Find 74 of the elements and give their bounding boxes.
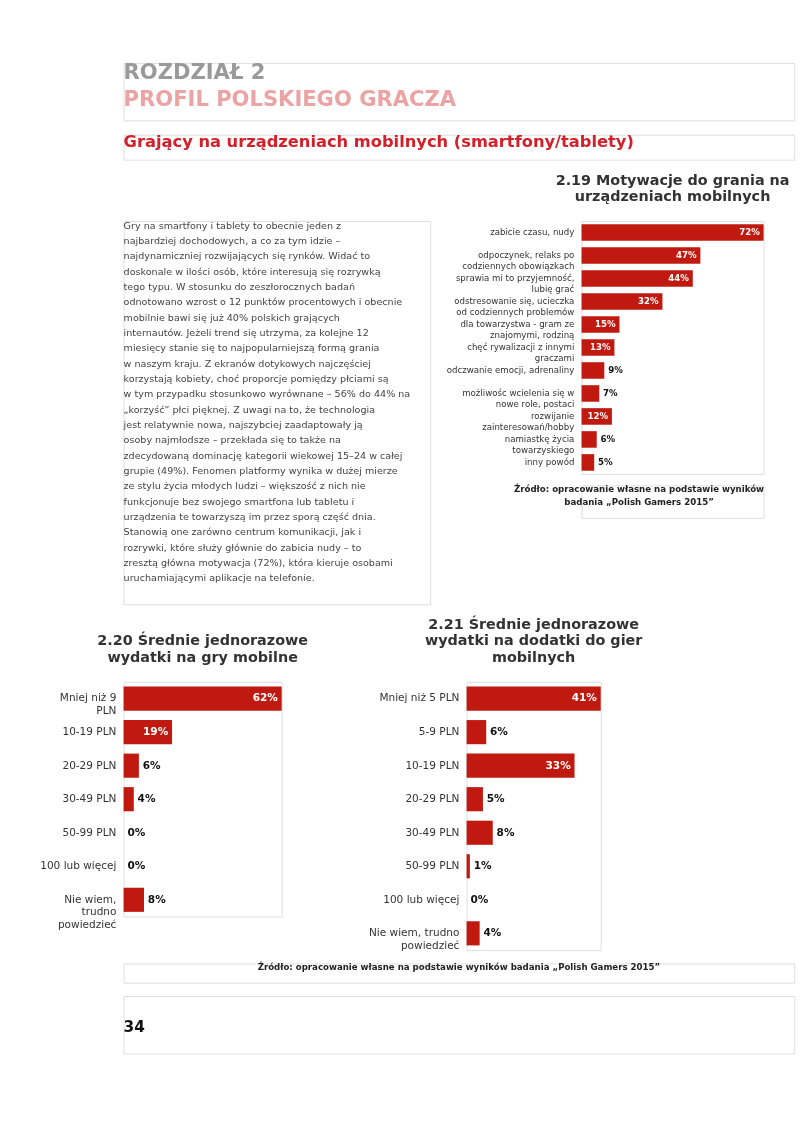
y-tick-label: 20-29 PLN bbox=[62, 758, 117, 771]
text: Grający na urządzeniach mobilnych (smartfony/tablety) bbox=[123, 132, 634, 152]
data-label: 4% bbox=[483, 926, 502, 939]
data-label: 1% bbox=[473, 859, 493, 872]
chart-title: 2.20 Średnie jednorazowe wydatki na gry mobilne bbox=[97, 631, 309, 665]
data-label: 4% bbox=[137, 792, 156, 805]
data-label: 72% bbox=[739, 227, 761, 238]
data-label: 9% bbox=[608, 365, 624, 376]
y-tick-label: 20-29 PLN bbox=[405, 792, 460, 805]
data-label: 6% bbox=[490, 725, 509, 738]
bar bbox=[581, 362, 605, 379]
y-tick-label: Nie wiem, trudno powiedzieć bbox=[368, 926, 460, 951]
bar bbox=[581, 224, 764, 241]
y-tick-label: 50-99 PLN bbox=[62, 825, 117, 838]
data-label: 47% bbox=[675, 250, 697, 261]
bar bbox=[466, 720, 487, 745]
y-tick-label: 5-9 PLN bbox=[418, 725, 460, 738]
bar bbox=[581, 385, 600, 402]
bar bbox=[123, 787, 134, 812]
chart-title: 2.19 Motywacje do grania na urządzeniach mobilnych bbox=[555, 171, 790, 204]
bar bbox=[581, 431, 597, 448]
bar bbox=[581, 270, 693, 287]
y-tick-label: Mniej niż 9 PLN bbox=[59, 691, 117, 716]
bar bbox=[466, 921, 480, 946]
data-label: 62% bbox=[252, 691, 279, 704]
chart-title: 2.21 Średnie jednorazowe wydatki na dodatki do gier mobilnych bbox=[424, 615, 644, 665]
bar bbox=[466, 753, 575, 778]
data-label: 5% bbox=[486, 792, 506, 805]
y-tick-label: 10-19 PLN bbox=[405, 758, 460, 771]
bar bbox=[581, 293, 663, 310]
data-label: 44% bbox=[668, 273, 690, 284]
data-label: 8% bbox=[147, 892, 167, 905]
y-tick-label: 100 lub więcej bbox=[383, 892, 460, 905]
data-label: 41% bbox=[571, 691, 598, 704]
data-label: 12% bbox=[587, 411, 609, 422]
data-label: 8% bbox=[496, 825, 515, 838]
data-label: 0% bbox=[470, 892, 489, 905]
y-tick-label: odczwanie emocji, adrenaliny bbox=[446, 365, 575, 376]
bar bbox=[581, 454, 595, 471]
data-label: 6% bbox=[142, 758, 162, 771]
data-label: 6% bbox=[600, 434, 616, 445]
text: Gry na smartfony i tablety to obecnie jeden z najbardziej dochodowych, a co za tym idzie – najdynamiczniej rozwijających się rynków. Widać to doskonale w ilości osób, które interesują się rozrywką tego typu. W stosunku do zeszłorocznych badań odnotowano wzrost o 12 punktów procentowych i obecnie mobilnie bawi się już 40% polskich grających internautów. Jeżeli trend się utrzyma, za kolejne 12 miesięcy stanie się to najpopularniejszą formą grania w naszym kraju. Z ekranów dotykowych najczęściej korzystają kobiety, choć proporcje pomiędzy płciami są w tym przypadku stosunkowo wyrównane – 56% do 44% na „korzyść” płci pięknej. Z uwagi na to, że technologia jest relatywnie nowa, najszybciej zaadaptowały ją osoby najmłodsze – przekłada się to także na zdecydowaną dominację kategorii wiekowej 15–24 w całej grupie (49%). Fenomen platformy wynika w dużej mierze ze stylu życia młodych ludzi – większość z nich nie funkcjonuje bez swojego smartfona lub tabletu i urządzenia te towarzyszą im przez sporą część dnia. Stanowią one zarówno centrum komunikacji, jak i rozrywki, które służy głównie do zabicia nudy – to zresztą główna motywacja (72%), która kieruje osobami uruchamiającymi aplikacje na telefonie. bbox=[123, 219, 411, 584]
y-tick-label: 30-49 PLN bbox=[62, 792, 117, 805]
y-tick-label: chęć rywalizacji z innymi graczami bbox=[467, 342, 575, 363]
y-tick-label: Nie wiem, trudno powiedzieć bbox=[57, 892, 117, 930]
bar bbox=[466, 686, 601, 711]
data-label: 0% bbox=[127, 825, 146, 838]
data-label: 5% bbox=[598, 457, 614, 468]
y-tick-label: 50-99 PLN bbox=[405, 859, 460, 872]
text: PROFIL POLSKIEGO GRACZA bbox=[123, 86, 457, 112]
text: ROZDZIAŁ 2 bbox=[123, 59, 266, 85]
text: Źródło: opracowanie własne na podstawie wyników badania „Polish Gamers 2015” bbox=[257, 961, 661, 973]
y-tick-label: Mniej niż 5 PLN bbox=[379, 691, 460, 704]
data-label: 19% bbox=[143, 725, 169, 738]
data-label: 0% bbox=[127, 859, 146, 872]
y-tick-label: 30-49 PLN bbox=[405, 825, 460, 838]
bar bbox=[123, 686, 282, 711]
y-tick-label: 10-19 PLN bbox=[62, 725, 117, 738]
data-label: 33% bbox=[545, 758, 572, 771]
text: 34 bbox=[123, 1017, 145, 1036]
y-tick-label: inny powód bbox=[524, 457, 575, 468]
data-label: 15% bbox=[595, 319, 617, 330]
bar bbox=[466, 854, 470, 879]
data-label: 32% bbox=[638, 296, 659, 307]
y-tick-label: zabicie czasu, nudy bbox=[490, 227, 575, 238]
y-tick-label: 100 lub więcej bbox=[40, 859, 117, 872]
bar bbox=[123, 753, 139, 778]
bar bbox=[123, 887, 144, 912]
data-label: 13% bbox=[589, 342, 611, 353]
bar bbox=[581, 247, 701, 264]
bar bbox=[466, 820, 493, 845]
text: Źródło: opracowanie własne na podstawie wyników badania „Polish Gamers 2015” bbox=[514, 483, 765, 508]
data-label: 7% bbox=[603, 388, 619, 399]
bar bbox=[466, 787, 483, 812]
